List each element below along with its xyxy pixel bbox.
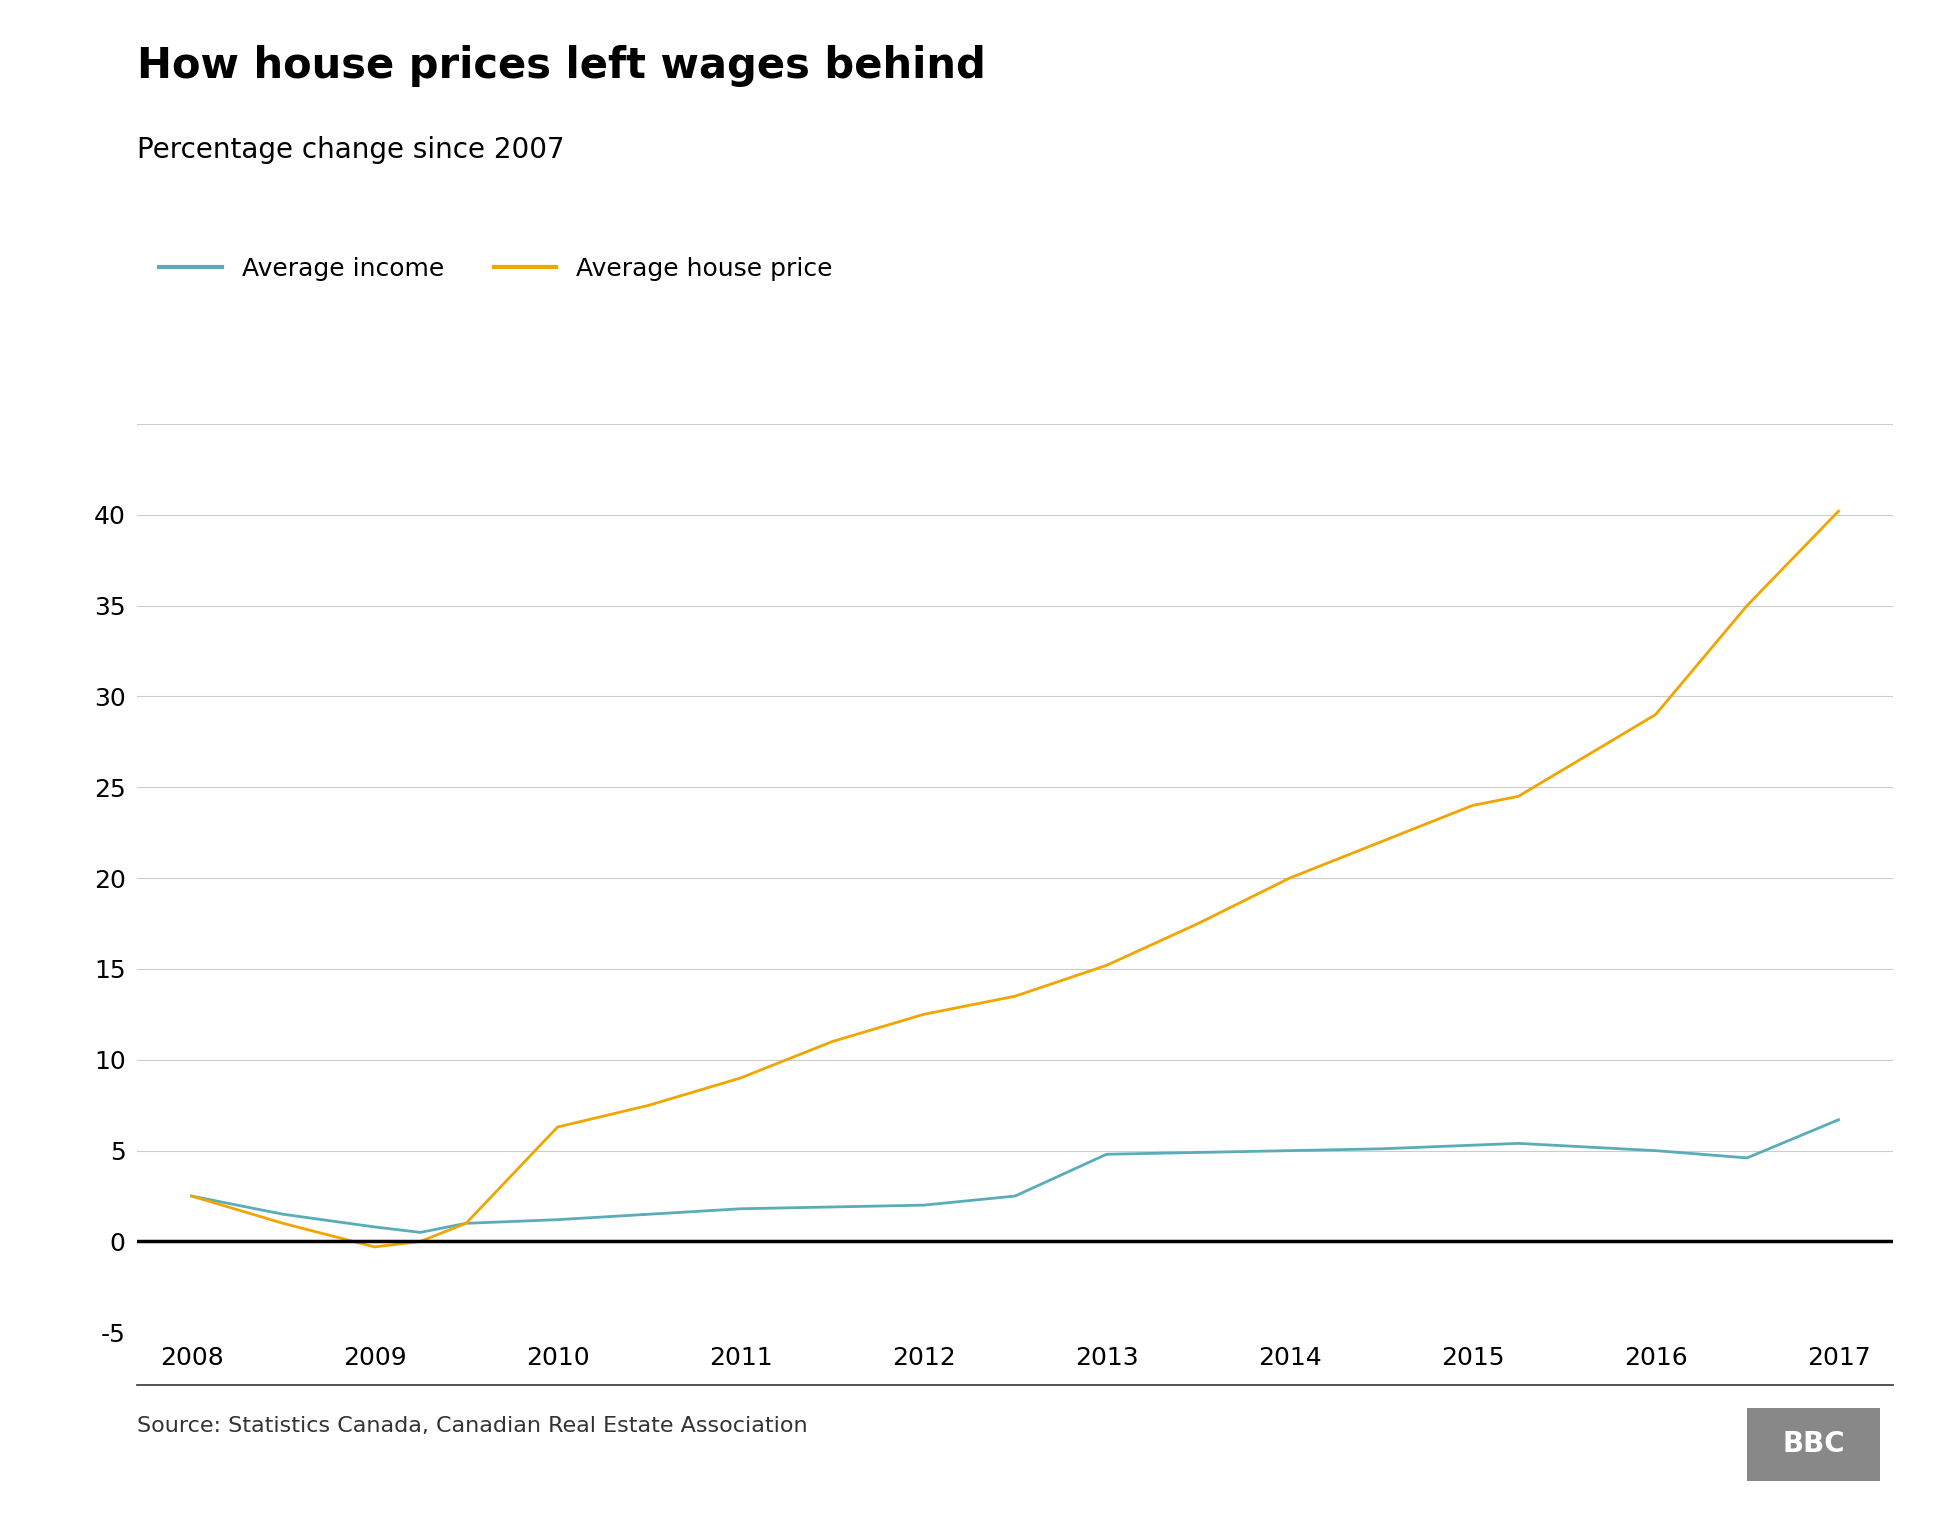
- Text: Source: Statistics Canada, Canadian Real Estate Association: Source: Statistics Canada, Canadian Real…: [137, 1416, 808, 1435]
- Text: BBC: BBC: [1782, 1431, 1845, 1458]
- Legend: Average income, Average house price: Average income, Average house price: [148, 247, 843, 291]
- Text: How house prices left wages behind: How house prices left wages behind: [137, 45, 986, 88]
- Text: Percentage change since 2007: Percentage change since 2007: [137, 136, 564, 164]
